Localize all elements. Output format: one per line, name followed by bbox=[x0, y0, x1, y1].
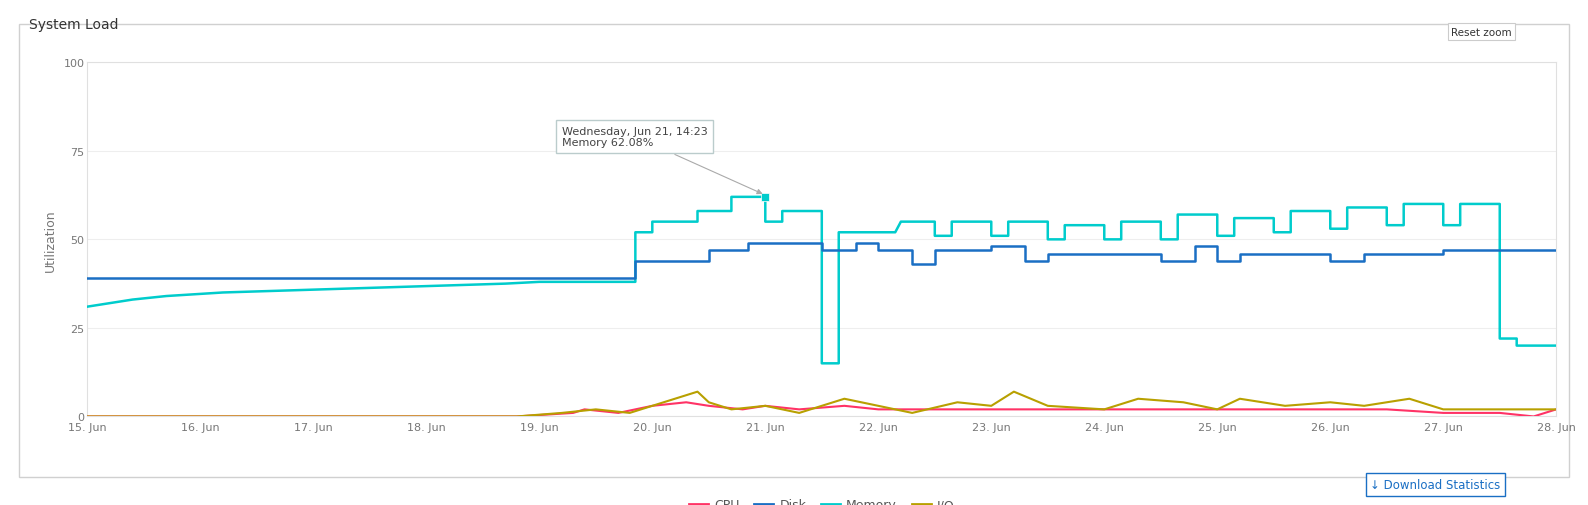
Legend: CPU, Disk, Memory, I/O: CPU, Disk, Memory, I/O bbox=[684, 493, 959, 505]
Text: System Load: System Load bbox=[29, 18, 118, 32]
Text: Reset zoom: Reset zoom bbox=[1451, 28, 1512, 38]
Text: Wednesday, Jun 21, 14:23
Memory 62.08%: Wednesday, Jun 21, 14:23 Memory 62.08% bbox=[562, 126, 762, 194]
Text: ↓ Download Statistics: ↓ Download Statistics bbox=[1370, 478, 1501, 491]
Y-axis label: Utilization: Utilization bbox=[43, 209, 57, 271]
